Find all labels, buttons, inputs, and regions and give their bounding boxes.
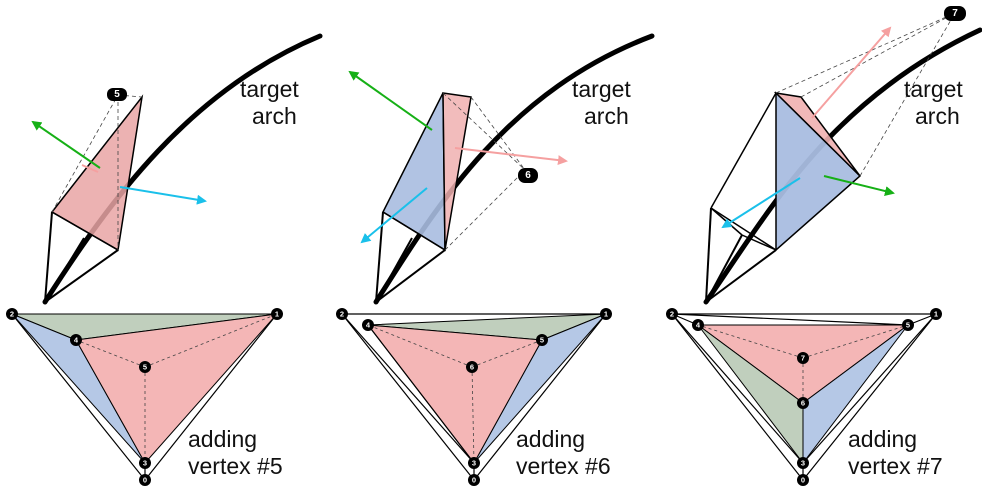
panel-vertex-5: 5 target arch 2 1 4 5 3 0 adding vertex … [6, 33, 323, 486]
svg-text:0: 0 [472, 476, 476, 485]
svg-text:5: 5 [114, 89, 120, 100]
svg-text:6: 6 [801, 399, 805, 408]
arrow-cyan [119, 186, 207, 205]
target-label: target [904, 76, 963, 102]
arrow-green [348, 70, 433, 131]
vertex-4: 4 [362, 319, 374, 331]
flat-projection [11, 313, 279, 481]
arrow-pink [81, 164, 99, 173]
svg-text:6: 6 [470, 363, 474, 372]
red-face [773, 91, 861, 177]
svg-text:3: 3 [801, 459, 805, 468]
vertex-2: 2 [666, 308, 678, 320]
arch-label: arch [584, 103, 629, 129]
svg-text:4: 4 [696, 321, 701, 330]
svg-text:5: 5 [143, 363, 147, 372]
solid-3d [705, 12, 956, 303]
svg-text:3: 3 [143, 459, 147, 468]
svg-text:5: 5 [540, 336, 544, 345]
vertex-2: 2 [336, 308, 348, 320]
vertex-3: 3 [797, 457, 809, 469]
target-arch-curve [42, 33, 323, 305]
target-label: target [572, 76, 631, 102]
vertex-3: 3 [139, 457, 151, 469]
svg-text:2: 2 [670, 310, 674, 319]
svg-text:2: 2 [10, 310, 14, 319]
svg-text:1: 1 [604, 310, 608, 319]
svg-text:7: 7 [801, 354, 805, 363]
arrow-pink [811, 26, 892, 119]
vertex-0: 0 [797, 474, 809, 486]
target-label: target [240, 76, 299, 102]
vertex-4: 4 [692, 319, 704, 331]
red-face-top [50, 94, 144, 252]
solid-3d [44, 94, 144, 303]
svg-text:5: 5 [906, 321, 910, 330]
vertex-5: 5 [139, 361, 151, 373]
caption-adding: adding [188, 426, 257, 452]
vertex-1: 1 [600, 308, 612, 320]
panel-vertex-7: 7 target arch 2 1 4 5 7 6 3 0 addin [666, 6, 982, 486]
caption-vertex: vertex #6 [516, 453, 611, 479]
svg-text:4: 4 [366, 321, 371, 330]
vertex-5: 5 [902, 319, 914, 331]
caption-vertex: vertex #5 [188, 453, 283, 479]
svg-text:7: 7 [952, 8, 958, 19]
vertex-6-marker-3d: 6 [518, 168, 538, 183]
caption-vertex: vertex #7 [848, 453, 943, 479]
arch-label: arch [915, 103, 960, 129]
svg-text:0: 0 [801, 476, 805, 485]
svg-text:6: 6 [525, 170, 531, 181]
vertex-1: 1 [930, 308, 942, 320]
svg-text:2: 2 [340, 310, 344, 319]
arrow-cyan [360, 187, 428, 244]
caption-adding: adding [516, 426, 585, 452]
arrow-green [31, 120, 101, 169]
vertex-2: 2 [6, 308, 18, 320]
svg-text:1: 1 [934, 310, 938, 319]
caption-adding: adding [848, 426, 917, 452]
flat-blue-face [802, 324, 909, 465]
svg-text:4: 4 [74, 336, 79, 345]
vertex-1: 1 [271, 308, 283, 320]
svg-text:3: 3 [472, 459, 476, 468]
arrow-green [823, 175, 895, 196]
vertex-5-marker-3d: 5 [107, 88, 127, 101]
arrow-pink [454, 147, 568, 166]
svg-text:1: 1 [275, 310, 279, 319]
vertex-0: 0 [139, 474, 151, 486]
vertex-4: 4 [70, 334, 82, 346]
flat-projection [341, 313, 607, 481]
arch-label: arch [252, 103, 297, 129]
vertex-3: 3 [468, 457, 480, 469]
red-face [442, 92, 472, 251]
vertex-7-marker-3d: 7 [944, 6, 966, 21]
svg-text:0: 0 [143, 476, 147, 485]
vertex-6: 6 [466, 361, 478, 373]
vertex-7: 7 [797, 352, 809, 364]
solid-3d [375, 92, 526, 303]
panel-vertex-6: 6 target arch 2 1 4 5 6 3 0 adding verte… [336, 33, 655, 486]
vertex-0: 0 [468, 474, 480, 486]
vertex-5: 5 [536, 334, 548, 346]
flat-red-face [75, 313, 279, 464]
arrow-cyan [721, 177, 801, 229]
vertex-6: 6 [797, 397, 809, 409]
